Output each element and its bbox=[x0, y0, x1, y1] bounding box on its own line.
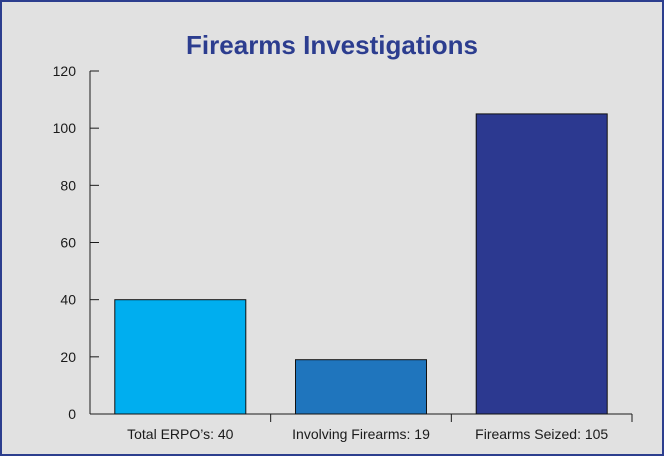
bar-1 bbox=[114, 299, 247, 415]
y-tick-label: 40 bbox=[60, 292, 76, 308]
bar-3 bbox=[475, 113, 608, 415]
x-category-label: Involving Firearms: 19 bbox=[292, 426, 430, 442]
y-tick-label: 60 bbox=[60, 235, 76, 251]
x-category-label: Total ERPO’s: 40 bbox=[127, 426, 234, 442]
y-tick-label: 120 bbox=[53, 63, 77, 79]
bar-2 bbox=[295, 359, 427, 415]
y-tick-label: 100 bbox=[53, 120, 77, 136]
y-tick-label: 0 bbox=[68, 406, 76, 422]
y-tick-label: 20 bbox=[60, 349, 76, 365]
y-tick-label: 80 bbox=[60, 177, 76, 193]
x-category-label: Firearms Seized: 105 bbox=[475, 426, 608, 442]
chart-title: Firearms Investigations bbox=[186, 30, 478, 60]
